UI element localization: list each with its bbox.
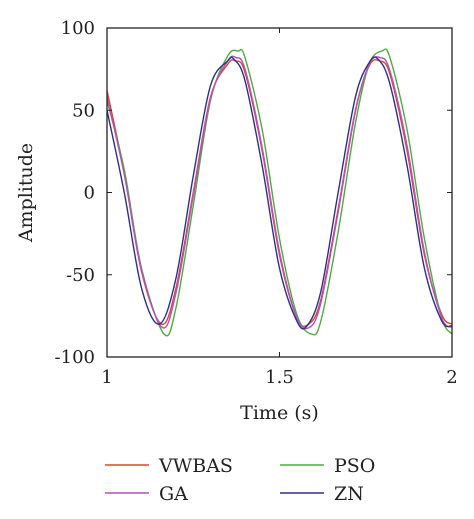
legend-label: ZN — [334, 483, 364, 505]
legend: VWBAS PSO GA ZN — [105, 455, 375, 505]
x-tick-label: 1.5 — [265, 367, 294, 388]
y-axis-label: Amplitude — [15, 143, 37, 243]
series-line-pso — [107, 48, 452, 337]
x-tick-label: 2 — [446, 367, 457, 388]
y-tick-label: -50 — [66, 265, 95, 286]
legend-label: PSO — [334, 455, 375, 477]
legend-item-ga: GA — [105, 483, 188, 505]
series-line-ga — [107, 55, 452, 330]
legend-label: VWBAS — [158, 455, 233, 477]
legend-item-vwbas: VWBAS — [105, 455, 233, 477]
y-tick-label: -100 — [55, 347, 95, 368]
y-tick-label: 0 — [84, 183, 95, 204]
plot-frame — [106, 27, 453, 358]
legend-item-zn: ZN — [280, 483, 364, 505]
legend-label: GA — [159, 483, 188, 505]
legend-item-pso: PSO — [280, 455, 375, 477]
plot-lines — [107, 48, 452, 337]
axis-ticks: 1 1.5 2 100 50 0 -50 -100 — [55, 18, 458, 388]
series-line-zn — [107, 56, 452, 330]
y-tick-label: 50 — [72, 100, 95, 121]
x-axis-label: Time (s) — [240, 402, 319, 424]
y-tick-label: 100 — [61, 18, 95, 39]
x-tick-label: 1 — [101, 367, 112, 388]
